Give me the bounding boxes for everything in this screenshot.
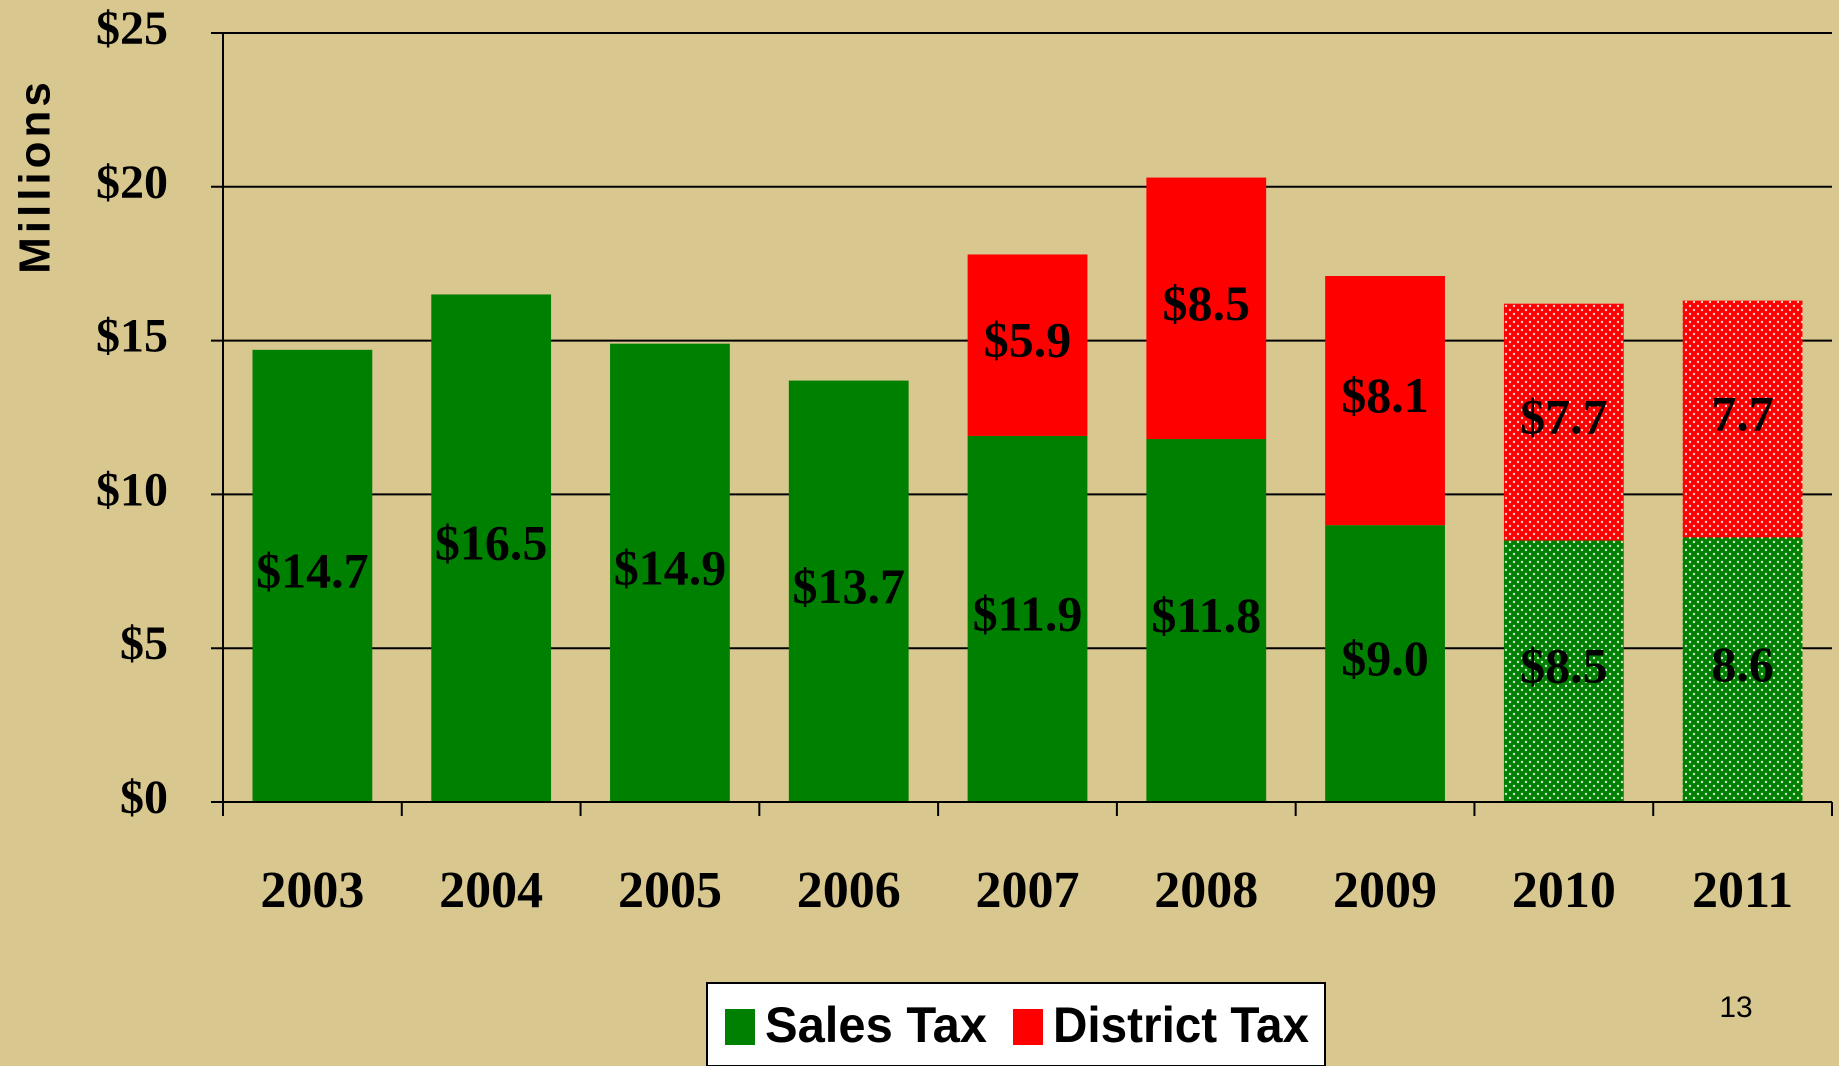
value-label: $8.5	[1163, 275, 1251, 331]
bar-segment	[1146, 177, 1267, 440]
y-tick-label: $10	[96, 463, 168, 516]
bar-segment	[1325, 525, 1445, 802]
bar-segment	[967, 435, 1088, 802]
value-label: $16.5	[435, 515, 548, 571]
y-tick-label: $0	[120, 771, 168, 824]
value-label: $7.7	[1520, 389, 1608, 445]
x-tick-label: 2009	[1333, 862, 1437, 919]
x-tick-label: 2006	[797, 862, 901, 919]
bar-segment	[1146, 439, 1267, 802]
x-tick-label: 2005	[618, 862, 722, 919]
value-label: 8.6	[1711, 636, 1774, 692]
value-label: $8.5	[1520, 638, 1608, 694]
bar-segment	[1325, 276, 1445, 526]
value-label: $5.9	[984, 312, 1072, 368]
x-tick-label: 2007	[976, 862, 1080, 919]
page-number: 13	[1719, 991, 1752, 1024]
y-tick-label: $25	[96, 2, 168, 55]
y-tick-label: $20	[96, 156, 168, 209]
value-label: $11.8	[1151, 587, 1261, 643]
value-label: $14.9	[614, 539, 727, 595]
bar-pattern	[1682, 300, 1803, 538]
x-tick-label: 2008	[1154, 862, 1258, 919]
x-tick-label: 2011	[1692, 862, 1793, 919]
bar-segment	[967, 254, 1088, 436]
legend-swatch	[725, 1009, 755, 1045]
bar-segment	[431, 294, 552, 802]
legend-label: Sales Tax	[765, 997, 987, 1053]
x-tick-label: 2003	[260, 862, 364, 919]
y-tick-label: $5	[120, 617, 168, 670]
bar-segment	[252, 349, 373, 802]
y-tick-label: $15	[96, 310, 168, 363]
legend-swatch	[1013, 1009, 1043, 1045]
value-label: $11.9	[973, 585, 1083, 641]
x-tick-label: 2004	[439, 862, 543, 919]
x-tick-label: 2010	[1512, 862, 1616, 919]
bar-pattern	[1503, 303, 1624, 541]
value-label: $9.0	[1341, 630, 1429, 686]
bar-pattern	[1503, 540, 1624, 802]
bar-pattern	[1682, 537, 1803, 802]
value-label: $8.1	[1341, 367, 1429, 423]
value-label: 7.7	[1711, 386, 1774, 442]
bar-segment	[788, 380, 909, 802]
labels: $14.7 2003 $16.5 2004 $14.9 2005 $13.7 2006 $11.…	[256, 275, 1793, 919]
value-label: $13.7	[792, 558, 905, 614]
bar-segment	[610, 343, 730, 802]
legend-box	[706, 982, 1326, 1066]
y-axis-label: Millions	[11, 78, 60, 274]
value-label: $14.7	[256, 542, 369, 598]
bars	[252, 177, 1803, 802]
legend-label: District Tax	[1053, 997, 1309, 1053]
